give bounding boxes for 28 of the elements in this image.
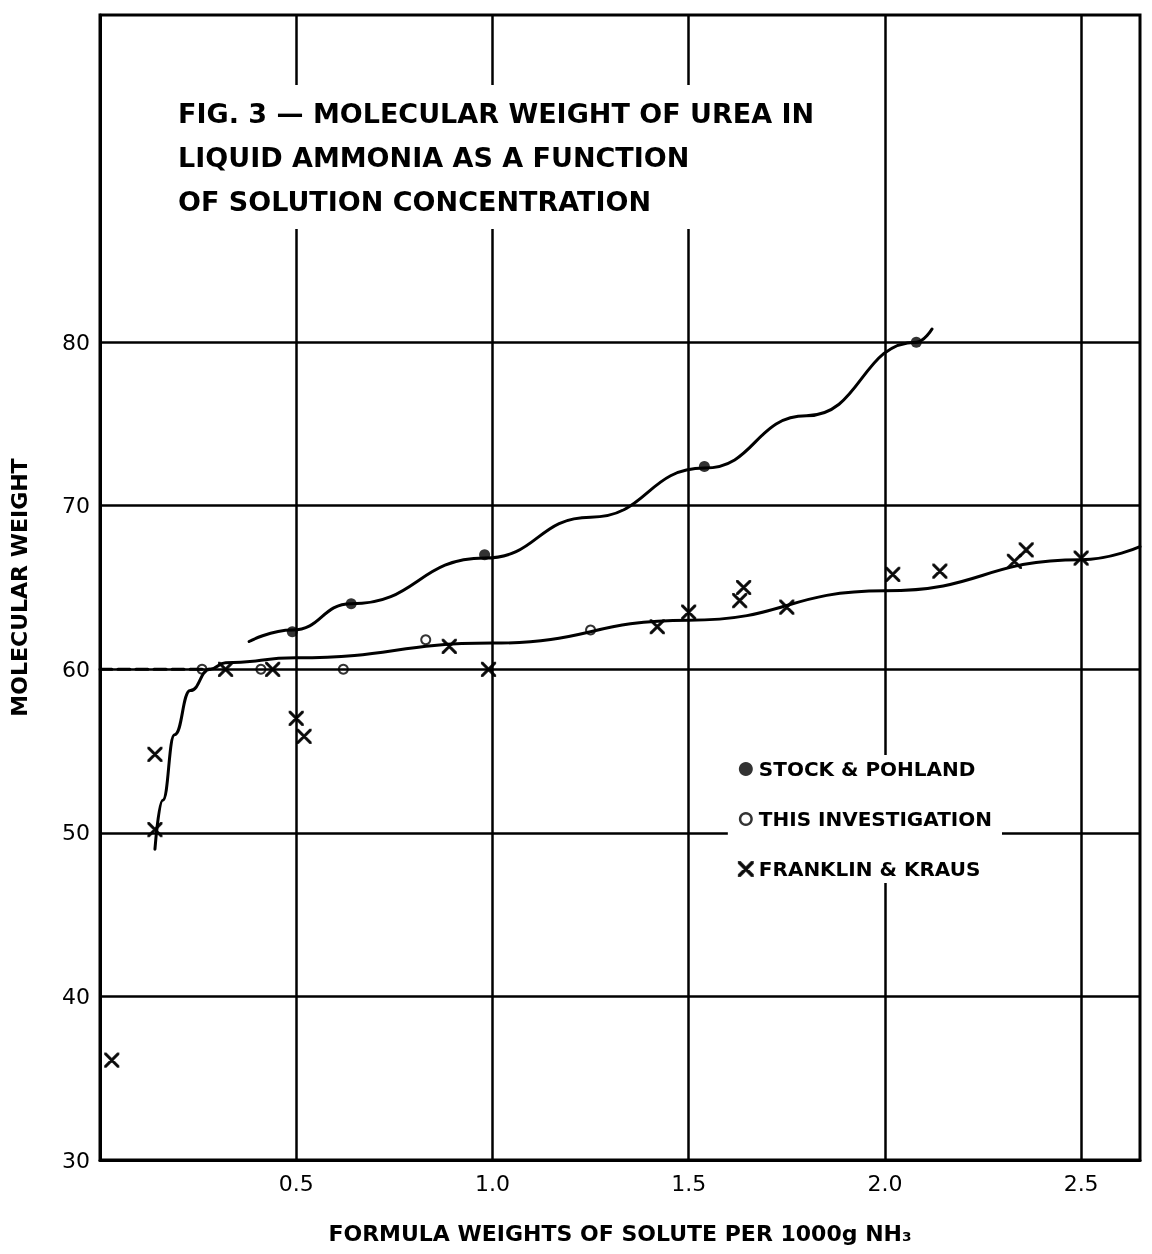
point [698,460,710,472]
point [196,663,208,675]
point [479,549,491,561]
x-tick-label: 2.0 [867,1170,903,1196]
text: FIG. 3 — MOLECULAR WEIGHT OF UREA IN LIQUID AMMONIA AS A FUNCTION OF SOLUTION CONCENTRATION [178,97,815,217]
legend-label: THIS INVESTIGATION [758,807,993,831]
y-tick-label: 50 [62,820,90,846]
x-tick-label: 1.5 [671,1170,707,1196]
y-tick-label: 60 [62,656,90,682]
y-tick-label: 40 [62,983,90,1009]
point [420,634,432,646]
y-axis-title: MOLECULAR WEIGHT [6,458,32,717]
point [345,598,357,610]
x-tick-label: 2.5 [1063,1170,1099,1196]
point [585,624,597,636]
y-tick-label: 80 [62,329,90,355]
legend-label: FRANKLIN & KRAUS [758,857,981,881]
point [1073,550,1089,566]
point [910,336,922,348]
point [255,663,267,675]
point [337,663,349,675]
x-tick-label: 1.0 [474,1170,510,1196]
x-axis-title: FORMULA WEIGHTS OF SOLUTE PER 1000g NH₃ [328,1220,912,1246]
legend-label: STOCK & POHLAND [758,757,976,781]
x-tick-label: 0.5 [278,1170,314,1196]
y-tick-label: 30 [62,1147,90,1173]
point [286,626,298,638]
y-tick-label: 70 [62,493,90,519]
